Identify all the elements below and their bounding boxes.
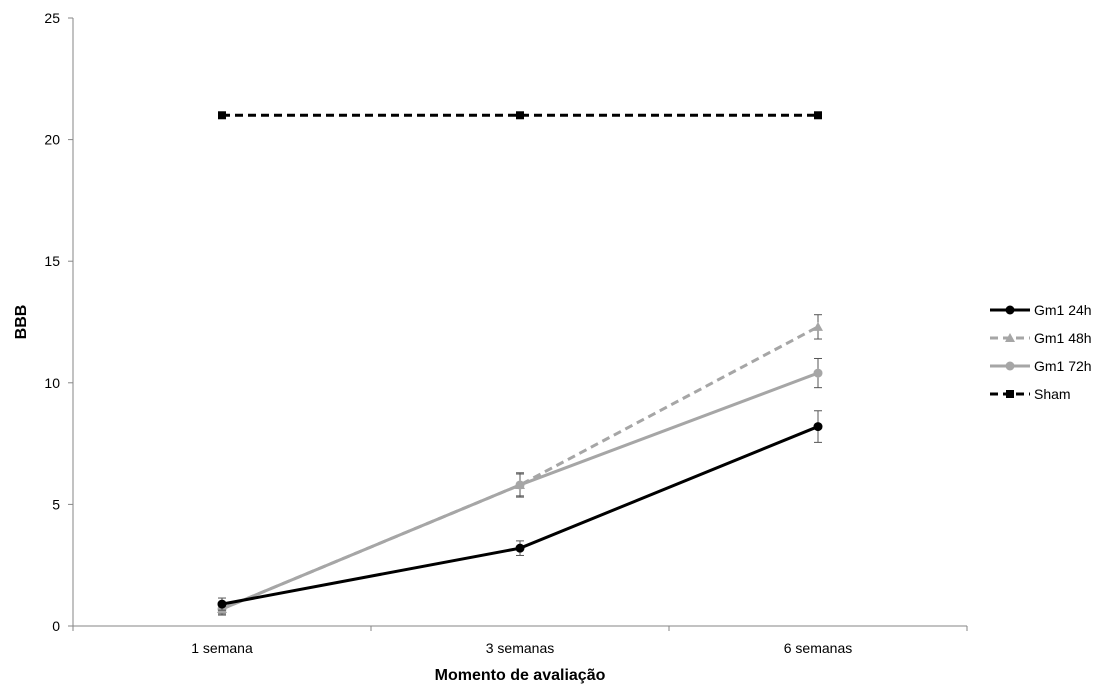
y-axis-ticks: 0 5 10 15 20 25 bbox=[44, 10, 73, 634]
y-tick-label: 5 bbox=[52, 496, 60, 512]
x-axis-title: Momento de avaliação bbox=[435, 667, 606, 684]
x-tick-label: 1 semana bbox=[191, 640, 253, 656]
data-point bbox=[813, 368, 823, 378]
legend: Gm1 24h Gm1 48h Gm1 72h Sham bbox=[990, 302, 1092, 402]
series-gm1-24h bbox=[217, 410, 823, 611]
legend-label: Sham bbox=[1034, 386, 1071, 402]
legend-item: Gm1 24h bbox=[990, 302, 1092, 318]
legend-item: Gm1 48h bbox=[990, 330, 1092, 346]
data-point bbox=[218, 111, 226, 120]
y-tick-label: 10 bbox=[44, 375, 60, 391]
y-tick-label: 20 bbox=[44, 132, 60, 148]
chart-axes bbox=[72, 18, 967, 627]
data-point bbox=[217, 599, 227, 609]
legend-swatch-marker bbox=[1006, 390, 1014, 398]
legend-swatch-marker bbox=[1005, 333, 1015, 342]
legend-swatch-marker bbox=[1005, 305, 1015, 315]
x-tick-label: 6 semanas bbox=[784, 640, 852, 656]
legend-swatch-marker bbox=[1005, 361, 1015, 371]
data-point bbox=[814, 111, 822, 120]
legend-label: Gm1 48h bbox=[1034, 330, 1092, 346]
series-gm1-48h bbox=[217, 314, 823, 616]
series-sham bbox=[218, 111, 822, 120]
y-tick-label: 0 bbox=[52, 618, 60, 634]
data-point bbox=[813, 321, 823, 331]
legend-item: Gm1 72h bbox=[990, 358, 1092, 374]
series-gm1-72h bbox=[217, 357, 823, 615]
y-axis-title: BBB bbox=[13, 305, 30, 340]
data-point bbox=[515, 543, 525, 553]
data-point bbox=[516, 111, 524, 120]
x-tick-label: 3 semanas bbox=[486, 640, 554, 656]
series-line bbox=[221, 425, 819, 606]
data-point bbox=[515, 480, 525, 490]
series-layer bbox=[217, 111, 823, 616]
legend-item: Sham bbox=[990, 386, 1071, 402]
data-point bbox=[813, 422, 823, 432]
series-line bbox=[221, 325, 819, 611]
x-axis-ticks: 1 semana 3 semanas 6 semanas bbox=[72, 626, 968, 656]
y-tick-label: 15 bbox=[44, 253, 60, 269]
legend-label: Gm1 24h bbox=[1034, 302, 1092, 318]
legend-label: Gm1 72h bbox=[1034, 358, 1092, 374]
y-tick-label: 25 bbox=[44, 10, 60, 26]
